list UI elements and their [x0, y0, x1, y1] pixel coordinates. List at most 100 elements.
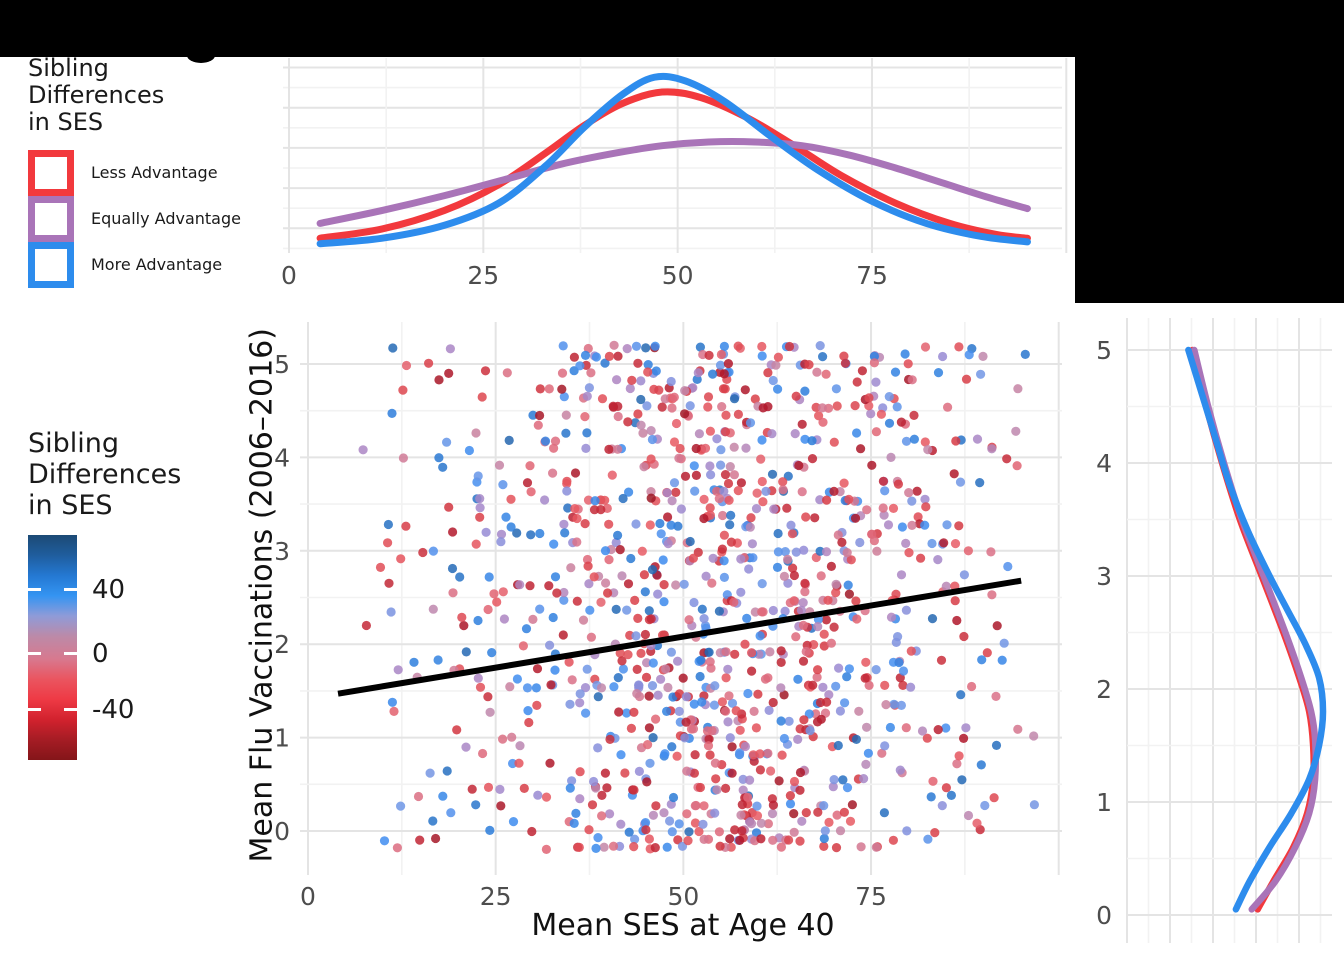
scatter-point: [680, 471, 691, 481]
scatter-point: [672, 751, 682, 761]
scatter-point: [694, 826, 704, 837]
scatter-point: [535, 604, 545, 614]
scatter-point: [645, 520, 655, 530]
scatter-point: [570, 468, 581, 478]
scatter-point: [766, 766, 776, 776]
scatter-point: [900, 349, 910, 359]
scatter-point: [679, 579, 689, 589]
scatter-point: [473, 673, 483, 683]
scatter-point: [717, 544, 728, 554]
scatter-point: [869, 536, 880, 546]
scatter-point: [933, 368, 944, 378]
scatter-point: [824, 690, 834, 700]
scatter-point: [428, 816, 438, 826]
scatter-point: [889, 699, 899, 709]
scatter-point: [591, 843, 601, 854]
scatter-point: [673, 521, 683, 531]
scatter-point: [756, 454, 766, 464]
scatter-point: [596, 683, 607, 693]
scatter-point: [689, 597, 699, 608]
scatter-point: [674, 689, 685, 699]
scatter-point: [768, 835, 778, 845]
scatter-point: [697, 697, 707, 707]
scatter-point: [690, 750, 700, 760]
scatter-point: [719, 572, 730, 583]
scatter-point: [738, 785, 748, 795]
scatter-point: [561, 428, 571, 438]
scatter-point: [898, 666, 909, 676]
scatter-point: [447, 563, 458, 574]
main-y-tick-label: 4: [274, 443, 290, 472]
scatter-point: [923, 834, 933, 844]
scatter-point: [575, 361, 585, 371]
scatter-point: [804, 709, 814, 719]
scatter-point: [828, 782, 838, 792]
scatter-point: [930, 828, 940, 838]
scatter-point: [545, 758, 555, 768]
scatter-point: [704, 734, 714, 744]
scatter-point: [527, 826, 537, 837]
scatter-point: [522, 478, 533, 488]
scatter-point: [813, 622, 823, 632]
scatter-point: [807, 454, 818, 464]
scatter-point: [643, 367, 653, 377]
scatter-point: [999, 638, 1009, 648]
scatter-point: [358, 445, 368, 455]
scatter-point: [755, 631, 765, 641]
scatter-point: [651, 714, 661, 724]
scatter-point: [575, 689, 585, 699]
scatter-point: [617, 571, 627, 581]
scatter-point: [719, 486, 729, 496]
scatter-point: [701, 571, 711, 581]
scatter-point: [714, 494, 724, 504]
scatter-point: [461, 647, 471, 657]
scatter-point: [904, 548, 914, 558]
scatter-point: [533, 420, 543, 430]
scatter-point: [413, 791, 424, 802]
scatter-point: [383, 519, 393, 530]
scatter-point: [813, 665, 823, 675]
scatter-point: [548, 612, 558, 623]
scatter-point: [682, 809, 692, 819]
scatter-point: [852, 377, 862, 387]
scatter-point: [665, 816, 675, 826]
scatter-point: [823, 595, 833, 605]
scatter-point: [597, 811, 607, 821]
scatter-point: [636, 376, 646, 386]
scatter-point: [959, 733, 969, 744]
scatter-point: [791, 632, 801, 642]
top-x-tick-label: 75: [856, 261, 888, 290]
scatter-point: [605, 809, 615, 819]
scatter-point: [597, 394, 608, 404]
scatter-point: [909, 434, 920, 444]
scatter-point: [622, 344, 632, 354]
right-y-tick-label: 4: [1096, 449, 1112, 478]
scatter-point: [845, 816, 856, 826]
scatter-point: [651, 801, 661, 811]
scatter-point: [550, 572, 561, 582]
scatter-point: [753, 689, 763, 699]
scatter-point: [607, 470, 617, 480]
scatter-point: [531, 683, 542, 693]
scatter-point: [396, 554, 406, 564]
scatter-point: [560, 528, 570, 538]
scatter-point: [580, 350, 591, 360]
scatter-point: [922, 733, 932, 743]
scatter-point: [498, 734, 508, 744]
scatter-point: [471, 539, 481, 549]
scatter-point: [773, 528, 783, 539]
scatter-point: [455, 572, 465, 582]
scatter-point: [928, 776, 938, 786]
scatter-point: [699, 834, 709, 845]
scatter-point: [709, 700, 720, 710]
scatter-point: [442, 437, 452, 447]
scatter-point: [812, 717, 823, 727]
scatter-point: [755, 749, 765, 759]
scatter-point: [624, 827, 634, 837]
scatter-point: [726, 510, 736, 520]
scatter-point: [755, 765, 766, 775]
scatter-point: [1012, 461, 1022, 471]
scatter-point: [902, 826, 912, 836]
scatter-point: [760, 674, 771, 684]
scatter-point: [582, 554, 593, 565]
